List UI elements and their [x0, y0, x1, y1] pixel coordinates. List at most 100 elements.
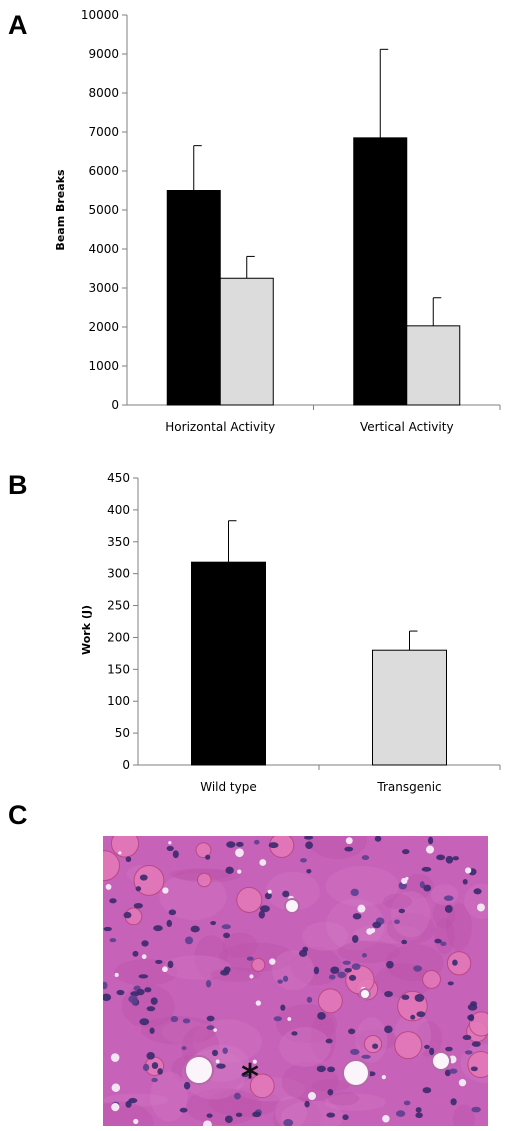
tissue-patch [281, 1061, 339, 1102]
small-vacuole [162, 887, 169, 894]
cell-nucleus [139, 1018, 150, 1026]
y-tick-label: 1000 [88, 359, 119, 373]
cell-nucleus [135, 886, 142, 892]
bar [372, 649, 447, 766]
cell-nucleus [224, 1115, 233, 1123]
x-tick-label: Wild type [200, 780, 257, 794]
cell-nucleus [401, 939, 408, 945]
eosinophilic-body [251, 957, 266, 972]
cell-nucleus [464, 1050, 473, 1055]
cell-nucleus [101, 981, 108, 990]
cell-nucleus [427, 836, 434, 845]
panel-label-c: C [8, 800, 28, 830]
y-tick-label: 400 [107, 503, 130, 517]
cell-nucleus [470, 1066, 478, 1072]
cell-nucleus [421, 866, 432, 872]
eosinophilic-body [249, 1073, 275, 1099]
small-vacuole [168, 841, 172, 845]
cell-nucleus [206, 1025, 215, 1030]
tissue-patch [265, 871, 320, 911]
tissue-patch [446, 903, 472, 951]
cell-nucleus [325, 1038, 333, 1044]
y-tick-label: 450 [107, 471, 130, 485]
cell-nucleus [123, 911, 132, 919]
small-vacuole [118, 851, 122, 855]
cell-nucleus [166, 919, 173, 927]
small-vacuole [426, 845, 435, 854]
tissue-patch [374, 963, 433, 998]
tissue-patch [161, 1019, 209, 1045]
tissue-patch [222, 932, 258, 958]
cell-nucleus [146, 1006, 156, 1012]
cell-nucleus [167, 960, 174, 969]
x-tick-label: Horizontal Activity [165, 420, 275, 434]
bar [219, 277, 274, 406]
cell-nucleus [172, 850, 179, 859]
y-tick-label: 5000 [88, 203, 119, 217]
tissue-patch [302, 921, 349, 951]
cell-nucleus [151, 1077, 158, 1083]
histology-image: * [85, 821, 509, 1131]
tissue-patch [162, 955, 231, 980]
small-vacuole [215, 1059, 220, 1064]
tissue-patch [382, 893, 413, 910]
cell-nucleus [305, 841, 314, 849]
cell-nucleus [205, 980, 212, 988]
tissue-patch [281, 1100, 344, 1131]
cell-nucleus [125, 856, 132, 863]
cell-nucleus [291, 1031, 298, 1036]
small-vacuole [133, 1118, 139, 1125]
small-vacuole [269, 958, 276, 965]
cell-nucleus [415, 1112, 423, 1119]
cell-nucleus [313, 966, 320, 975]
y-tick-label: 100 [107, 694, 130, 708]
cell-nucleus [222, 1047, 228, 1054]
y-tick-label: 200 [107, 630, 130, 644]
cell-nucleus [384, 1025, 393, 1034]
cell-nucleus [184, 936, 194, 945]
tissue-patch [311, 1079, 350, 1092]
tissue-patch [140, 1016, 217, 1045]
y-tick-label: 150 [107, 662, 130, 676]
y-tick-label: 50 [115, 726, 130, 740]
cell-nucleus [280, 1004, 286, 1011]
cell-nucleus [410, 1014, 416, 1020]
cell-nucleus [252, 1111, 262, 1118]
cell-nucleus [282, 890, 290, 898]
cell-nucleus [258, 910, 265, 919]
cell-nucleus [327, 1089, 334, 1096]
cell-nucleus [303, 835, 314, 840]
small-vacuole [162, 966, 168, 973]
cell-nucleus [424, 1044, 430, 1050]
cell-nucleus [205, 854, 211, 860]
cell-nucleus [133, 902, 143, 909]
cell-nucleus [445, 855, 454, 864]
cell-nucleus [342, 960, 351, 965]
cell-nucleus [468, 1014, 475, 1022]
vacuole [284, 898, 300, 914]
y-tick-label: 9000 [88, 47, 119, 61]
y-axis-label: Work (J) [80, 605, 93, 655]
small-vacuole [287, 1017, 292, 1021]
cell-nucleus [401, 849, 410, 855]
cell-nucleus [253, 839, 260, 845]
cell-nucleus [317, 1012, 326, 1020]
cell-nucleus [452, 856, 459, 861]
cell-nucleus [473, 888, 482, 895]
tissue-patch [113, 959, 178, 986]
eosinophilic-body [317, 988, 343, 1014]
tissue-patch [194, 935, 228, 980]
cell-nucleus [372, 921, 382, 929]
cell-nucleus [350, 888, 359, 897]
cell-nucleus [447, 981, 454, 986]
small-vacuole [114, 972, 119, 978]
cell-nucleus [326, 1112, 336, 1118]
cell-nucleus [361, 953, 367, 958]
cell-nucleus [246, 956, 254, 961]
small-vacuole [110, 1053, 120, 1062]
cell-nucleus [181, 1046, 187, 1051]
cell-nucleus [450, 1098, 457, 1106]
cell-nucleus [132, 950, 139, 957]
tissue-patch [159, 873, 227, 921]
cell-nucleus [166, 845, 174, 852]
